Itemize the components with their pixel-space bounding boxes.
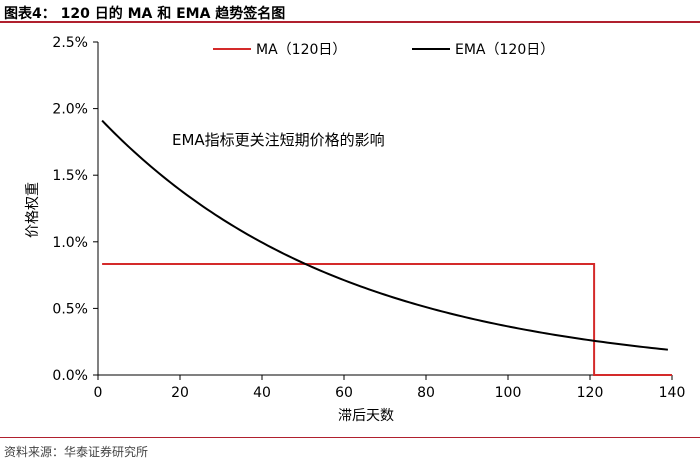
x-tick-label: 140 [659, 385, 686, 401]
x-tick-label: 20 [171, 385, 189, 401]
y-tick-label: 2.5% [52, 35, 88, 51]
x-tick-label: 80 [417, 385, 435, 401]
x-tick-label: 0 [94, 385, 103, 401]
y-axis-title: 价格权重 [25, 182, 41, 238]
series-ma-line [102, 263, 672, 376]
y-tick-label: 2.0% [52, 102, 88, 118]
y-tick-label: 1.5% [52, 168, 88, 184]
x-tick-label: 120 [577, 385, 604, 401]
y-ticks: 0.0% 0.5% 1.0% 1.5% 2.0% 2.5% [52, 35, 98, 384]
figure-label: 图表4： 120 日的 MA 和 EMA 趋势签名图 [4, 6, 286, 22]
x-tick-label: 40 [253, 385, 271, 401]
x-tick-label: 100 [495, 385, 522, 401]
figure-header: 图表4： 120 日的 MA 和 EMA 趋势签名图 [0, 0, 700, 24]
y-tick-label: 0.0% [52, 368, 88, 384]
x-axis-title: 滞后天数 [338, 408, 394, 424]
legend-ema-label: EMA（120日） [455, 42, 554, 58]
axes [97, 42, 672, 376]
chart-annotation: EMA指标更关注短期价格的影响 [172, 131, 385, 149]
source-note: 资料来源：华泰证券研究所 [4, 445, 149, 459]
y-tick-label: 0.5% [52, 301, 88, 317]
x-ticks: 0 20 40 60 80 100 120 140 [94, 375, 686, 401]
series-ema-line [101, 119, 669, 351]
y-tick-label: 1.0% [52, 235, 88, 251]
header-rule [0, 21, 700, 23]
footer-rule [0, 437, 700, 438]
x-tick-label: 60 [335, 385, 353, 401]
legend-ma-label: MA（120日） [256, 42, 346, 58]
legend: MA（120日） EMA（120日） [213, 42, 554, 58]
series-group [101, 119, 672, 376]
